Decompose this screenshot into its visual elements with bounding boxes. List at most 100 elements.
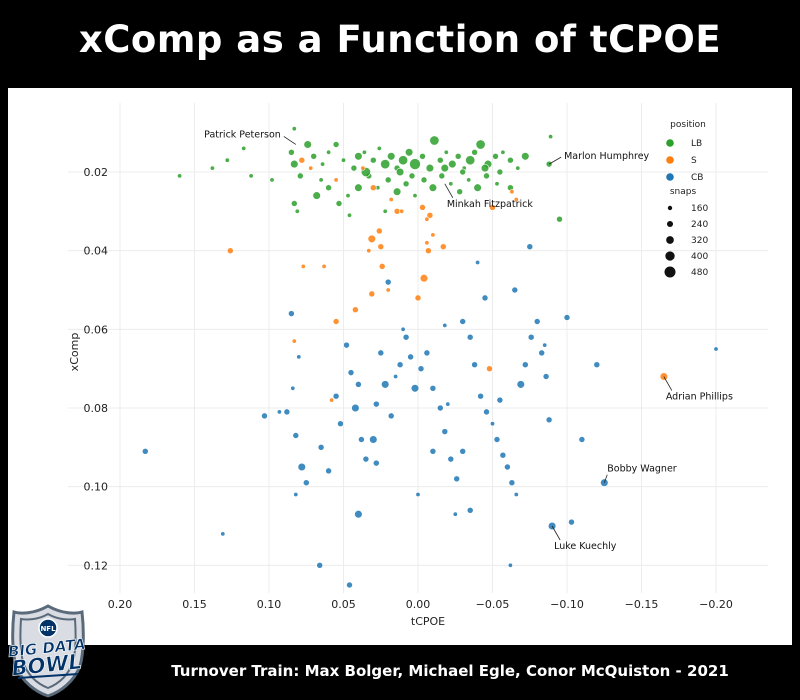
data-point-cb [538, 349, 546, 357]
data-point-cb [447, 455, 455, 463]
data-point-lb [473, 183, 482, 192]
legend-marker-lb [666, 139, 674, 147]
data-point-cb [511, 286, 519, 294]
data-point-lb [465, 155, 476, 166]
x-axis-label: tCPOE [411, 615, 445, 628]
data-point-cb [504, 463, 511, 471]
x-tick-label: 0.05 [331, 598, 356, 611]
data-point-cb [351, 403, 360, 413]
data-point-lb [480, 163, 490, 173]
data-point-cb [261, 412, 268, 420]
data-point-s [375, 227, 383, 235]
annotation-leader [663, 376, 673, 391]
data-point-lb [209, 165, 215, 171]
data-point-s [226, 247, 234, 255]
legend-size-label: 400 [691, 252, 708, 262]
y-tick-label: 0.12 [84, 559, 109, 572]
x-tick-label: 0.10 [257, 598, 282, 611]
big-data-bowl-logo: NFL BIG DATA BOWL [7, 604, 87, 698]
data-point-s [300, 263, 306, 269]
data-point-cb [593, 361, 601, 369]
data-point-s [425, 247, 432, 255]
legend-size-label: 320 [691, 236, 708, 246]
data-point-s [486, 365, 493, 373]
y-axis-label: xComp [68, 333, 81, 372]
data-point-lb [409, 158, 421, 170]
data-point-lb [248, 173, 254, 179]
data-point-s [419, 274, 429, 283]
data-point-cb [369, 435, 378, 444]
legend-size-marker [664, 266, 676, 278]
data-point-cb [283, 408, 291, 416]
data-point-lb [288, 148, 295, 156]
data-point-cb [296, 354, 302, 360]
data-point-s [378, 263, 386, 270]
data-point-lb [494, 181, 500, 187]
annotation-label: Minkah Fitzpatrick [447, 199, 534, 210]
y-tick-label: 0.08 [84, 402, 109, 415]
y-tick-label: 0.06 [84, 323, 109, 336]
annotation-label: Bobby Wagner [607, 464, 677, 475]
data-point-lb [496, 168, 504, 176]
x-tick-label: 0.20 [108, 598, 133, 611]
data-point-lb [224, 157, 230, 163]
data-point-lb [290, 159, 299, 169]
legend-label-lb: LB [691, 139, 702, 149]
data-point-lb [521, 152, 530, 161]
legend-marker-cb [666, 173, 674, 181]
footer-credit: Turnover Train: Max Bolger, Michael Egle… [171, 662, 729, 680]
data-point-cb [489, 421, 495, 427]
data-point-lb [398, 155, 409, 166]
data-point-lb [361, 149, 367, 155]
data-point-cb [325, 467, 332, 475]
data-point-cb [481, 294, 489, 302]
x-tick-label: 0.15 [182, 598, 207, 611]
data-point-lb [340, 157, 346, 163]
data-point-lb [500, 149, 506, 155]
legend-title-snaps: snaps [670, 187, 697, 197]
annotation-leader [548, 156, 562, 165]
data-point-cb [346, 581, 353, 589]
data-point-s [333, 177, 339, 183]
data-point-cb [354, 510, 363, 519]
legend-size-label: 240 [691, 220, 708, 230]
x-tick-label: −0.10 [550, 598, 584, 611]
data-point-cb [292, 432, 300, 439]
legend-size-marker [665, 251, 675, 261]
data-point-cb [407, 353, 414, 361]
data-point-cb [563, 314, 571, 321]
data-point-cb [347, 369, 355, 376]
data-point-cb [471, 361, 478, 369]
data-point-lb [556, 215, 563, 223]
data-point-s [399, 208, 405, 214]
data-point-s [368, 290, 376, 298]
data-point-lb [402, 180, 410, 188]
data-point-cb [355, 381, 362, 388]
data-point-lb [429, 135, 440, 146]
data-point-cb [377, 349, 385, 357]
data-point-lb [436, 156, 444, 164]
data-point-cb [423, 349, 431, 357]
legend-title-position: position [670, 120, 706, 130]
nfl-badge-icon [38, 618, 58, 638]
data-point-cb [527, 333, 535, 341]
data-point-s [414, 294, 422, 302]
data-point-s [439, 243, 447, 251]
data-point-cb [429, 447, 437, 455]
data-point-cb [568, 518, 575, 526]
data-point-cb [493, 436, 501, 443]
data-point-cb [337, 420, 344, 428]
data-point-lb [290, 200, 298, 207]
annotation-leader [603, 474, 608, 483]
data-point-s [332, 318, 340, 325]
data-point-cb [483, 408, 490, 416]
legend-marker-s [666, 156, 674, 164]
data-point-cb [477, 392, 484, 400]
data-point-lb [369, 156, 377, 164]
chart-title: xComp as a Function of tCPOE [78, 18, 722, 61]
data-point-s [430, 232, 436, 238]
data-point-lb [346, 212, 352, 218]
legend-size-marker [667, 205, 673, 211]
data-point-cb [466, 506, 474, 514]
data-point-s [366, 248, 372, 254]
